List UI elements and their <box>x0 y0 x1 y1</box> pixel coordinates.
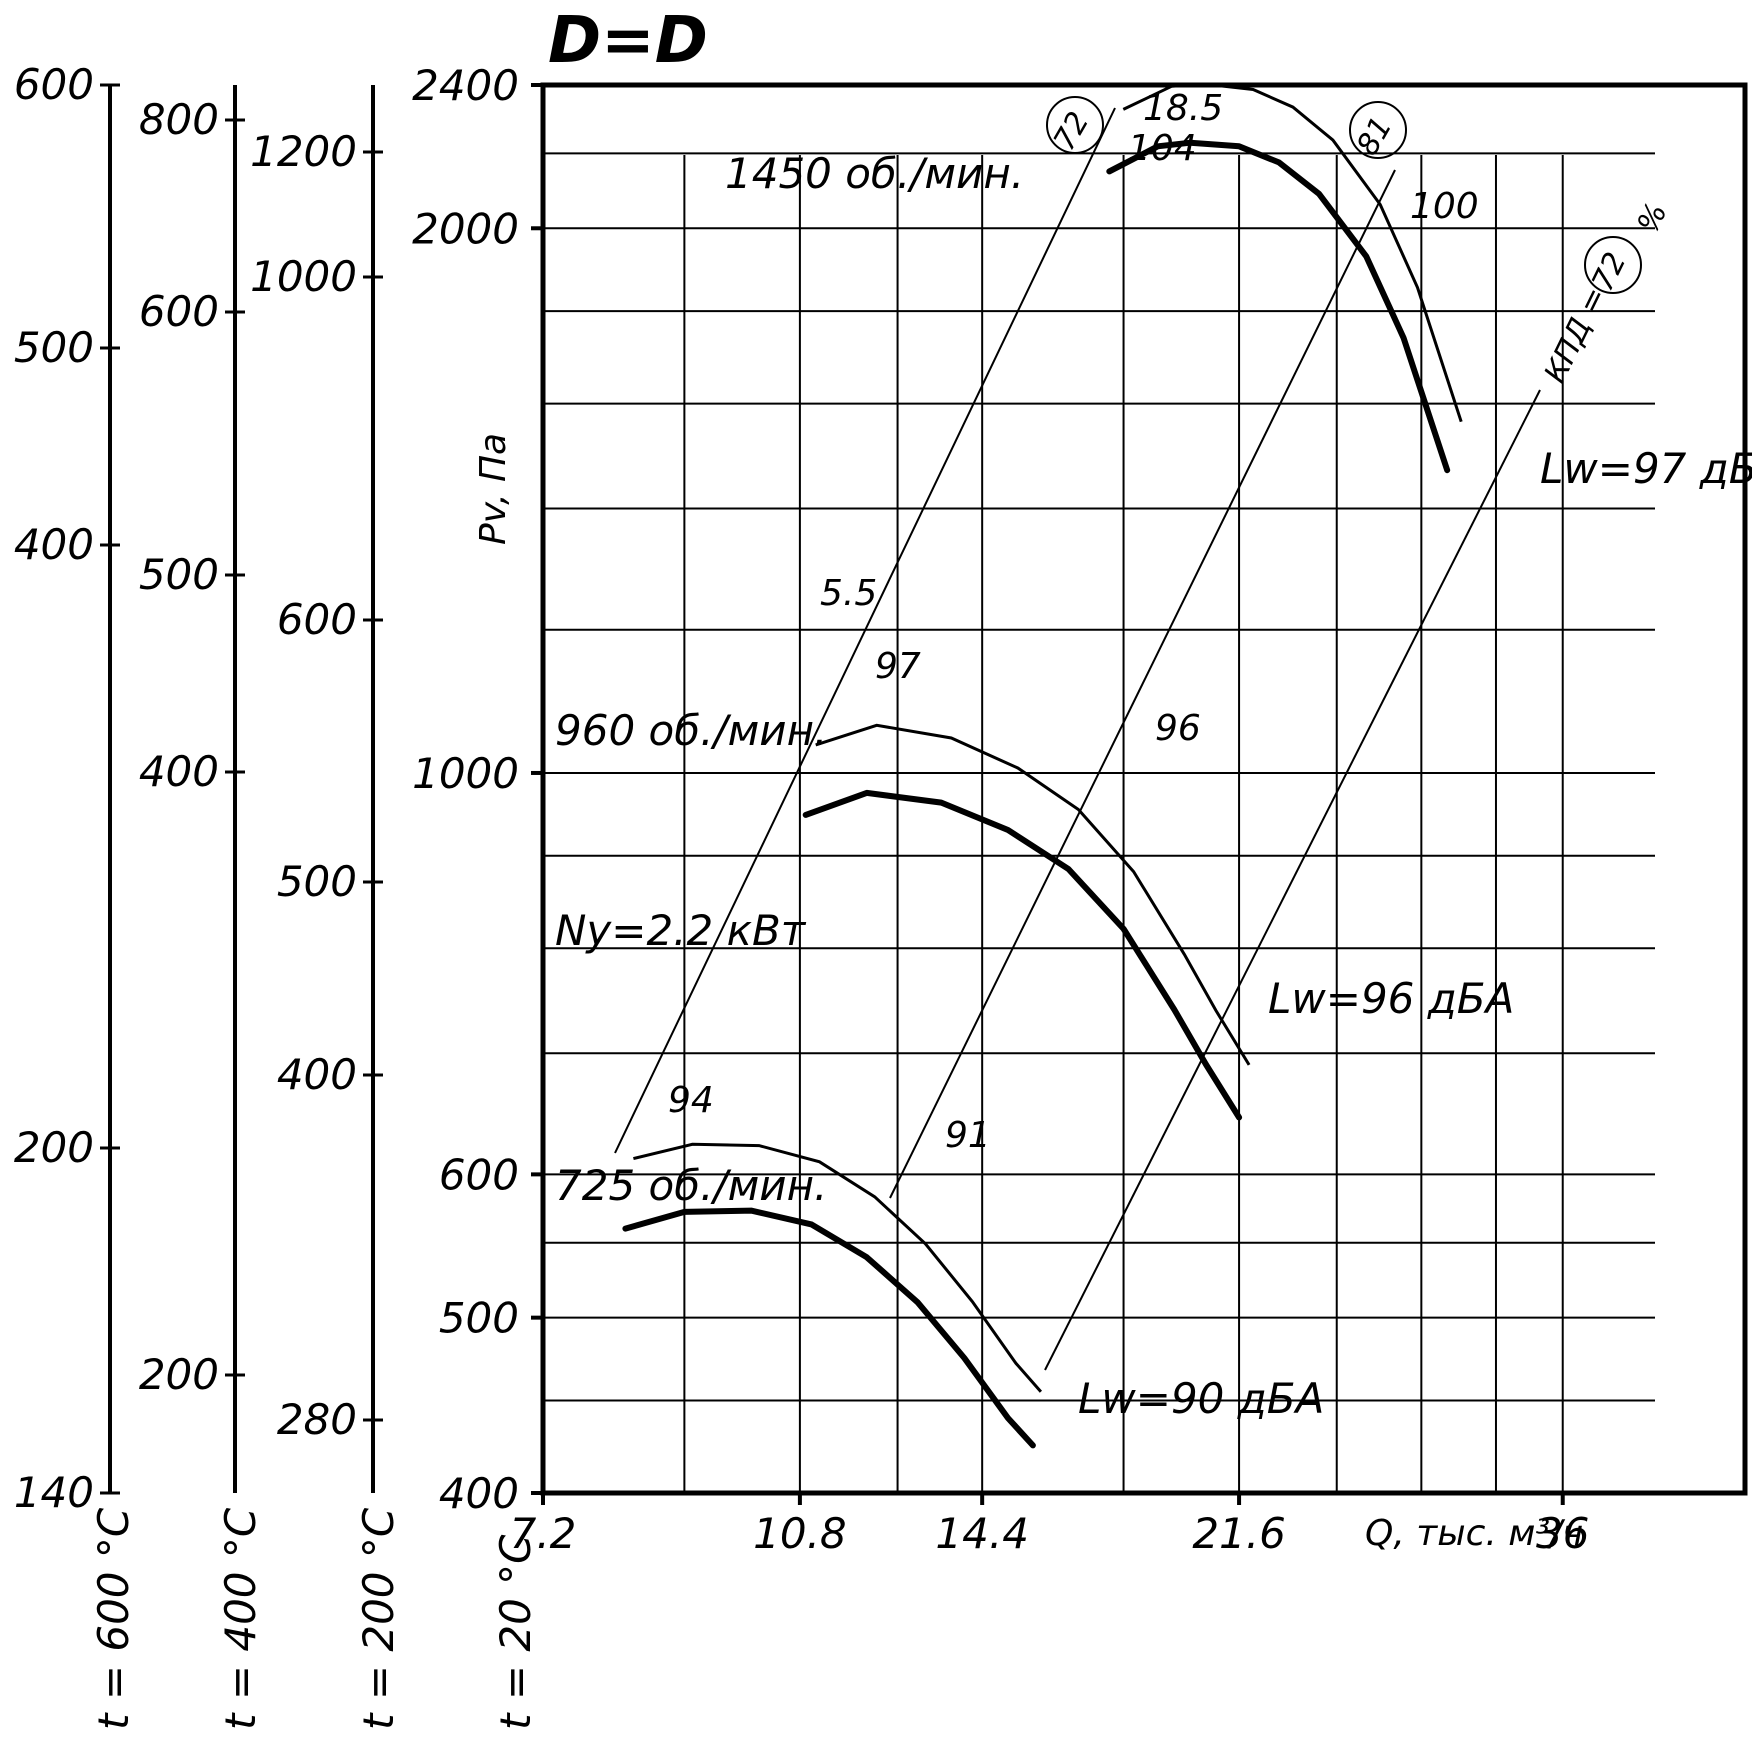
efficiency-label: 97 <box>875 646 921 687</box>
temp-axis-200: 280 400 500 600 1000 1200 t = 200 °C <box>250 85 403 1730</box>
power-label: Ny=2.2 кВт <box>555 906 807 955</box>
power-curve <box>815 723 1251 1066</box>
svg-text:%: % <box>1631 198 1675 239</box>
series-line <box>802 789 1243 1121</box>
series-line <box>1106 139 1451 474</box>
temp-axis-600: 140 200 400 500 600 t = 600 °C <box>14 60 138 1730</box>
chart-title: D=D <box>548 4 708 78</box>
noise-label: Lw=90 дБА <box>1078 1374 1324 1423</box>
noise-label: Lw=96 дБА <box>1268 974 1514 1023</box>
temp-tick-label: 800 <box>139 95 219 144</box>
series-label: 725 об./мин. <box>555 1161 827 1210</box>
temp-tick-label: 200 <box>139 1350 219 1399</box>
temp-tick-label: 600 <box>277 595 357 644</box>
line-label: 91 <box>945 1115 991 1156</box>
temp-tick-label: 280 <box>277 1395 357 1444</box>
efficiency-line-81 <box>889 169 1396 1199</box>
temp-tick-label: 400 <box>139 747 219 796</box>
efficiency-line-kpd72 <box>1044 389 1541 1371</box>
y-tick-label: 600 <box>439 1150 519 1199</box>
y-tick-label: 500 <box>439 1294 519 1343</box>
power-label: 18.5 <box>1143 88 1223 129</box>
x-axis-label: Q, тыс. м³/ч <box>1365 1513 1583 1554</box>
series-line <box>622 1207 1036 1449</box>
grid <box>543 152 1655 1493</box>
plot-frame <box>540 82 1748 1496</box>
temp-tick-label: 1200 <box>250 127 357 176</box>
noise-label: Lw=97 дБА <box>1540 444 1752 493</box>
y-tick-label: 2000 <box>412 204 519 253</box>
efficiency-lines <box>614 107 1541 1371</box>
x-tick-label: 7.2 <box>510 1509 577 1558</box>
temp-tick-label: 500 <box>139 550 219 599</box>
temp-tick-label: 1000 <box>250 252 357 301</box>
y-tick-label: 1000 <box>412 749 519 798</box>
y-tick-label: 400 <box>439 1469 519 1518</box>
temp-tick-label: 500 <box>277 857 357 906</box>
series-label: 1450 об./мин. <box>725 149 1024 198</box>
power-curve <box>1122 82 1463 423</box>
line-label: 96 <box>1155 708 1201 749</box>
y-tick-label: 2400 <box>412 61 519 110</box>
temp-tick-label: 400 <box>14 520 94 569</box>
y-axis-label: Pv, Па <box>473 433 514 545</box>
kpd-label: КПД = 72 % <box>1538 198 1675 389</box>
x-tick-label: 10.8 <box>753 1509 847 1558</box>
temp-axis-label: t = 20 °C <box>491 1534 540 1730</box>
x-tick-label: 21.6 <box>1192 1509 1286 1558</box>
x-tick-label: 36 <box>1536 1509 1589 1558</box>
temp-axis-label: t = 400 °C <box>216 1507 265 1730</box>
temp-tick-label: 600 <box>14 60 94 109</box>
power-label: 5.5 <box>820 573 877 614</box>
temp-axis-label: t = 600 °C <box>89 1507 138 1730</box>
circle-label-72: 72 <box>1046 96 1104 157</box>
efficiency-label: 104 <box>1128 128 1197 169</box>
temp-tick-label: 600 <box>139 287 219 336</box>
temp-tick-label: 500 <box>14 323 94 372</box>
power-curve <box>633 1142 1043 1393</box>
temp-tick-label: 400 <box>277 1050 357 1099</box>
svg-text:КПД =: КПД = <box>1538 282 1614 389</box>
x-tick-label: 14.4 <box>935 1509 1029 1558</box>
temp-axis-400: 200 400 500 600 800 t = 400 °C <box>139 85 265 1730</box>
series-label: 960 об./мин. <box>555 706 827 755</box>
temp-axis-label: t = 200 °C <box>354 1507 403 1730</box>
temp-tick-label: 140 <box>14 1468 94 1517</box>
line-label: 100 <box>1410 186 1479 227</box>
efficiency-line-72 <box>614 107 1116 1154</box>
efficiency-label: 94 <box>668 1080 714 1121</box>
temp-tick-label: 200 <box>14 1123 94 1172</box>
